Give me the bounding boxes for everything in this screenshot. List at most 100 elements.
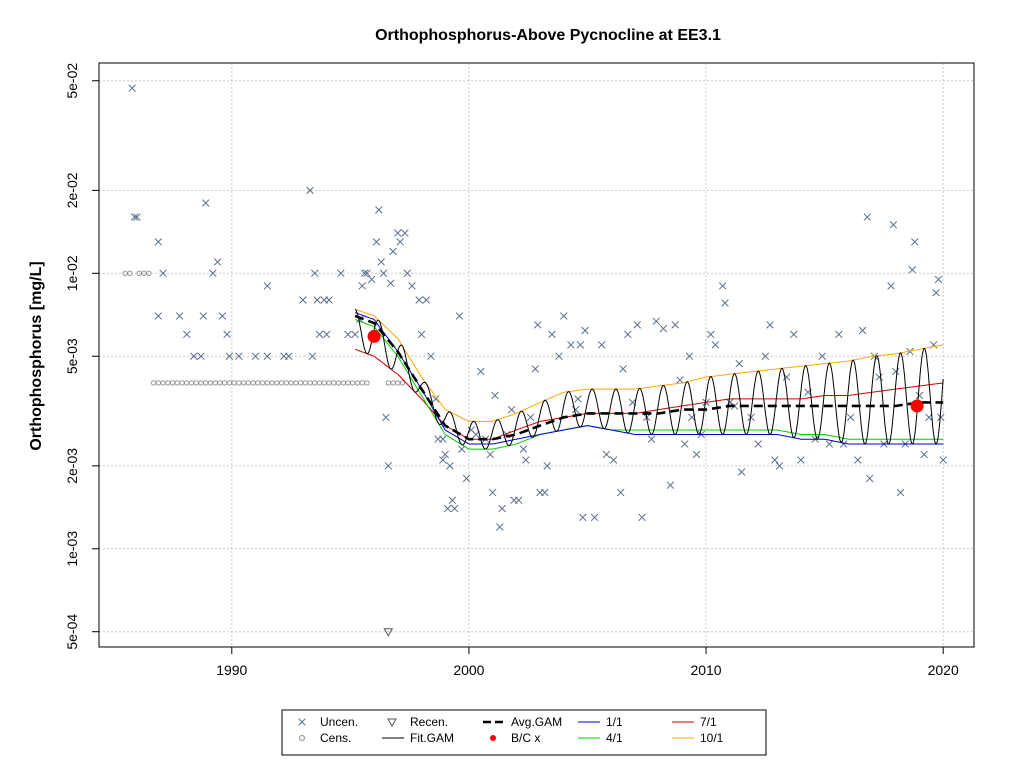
uncensored-point <box>531 365 540 373</box>
legend-item: Cens. <box>299 731 351 745</box>
uncensored-point <box>450 504 459 513</box>
uncensored-point <box>619 365 627 373</box>
uncensored-point <box>825 440 834 448</box>
uncensored-point <box>130 213 139 221</box>
x-axis: 1990 2000 2010 2020 <box>216 647 959 678</box>
uncensored-point <box>396 238 404 246</box>
uncensored-point <box>358 282 366 290</box>
legend-label: Uncen. <box>320 715 358 729</box>
uncensored-point <box>676 376 684 384</box>
uncensored-point <box>408 282 416 290</box>
uncensored-point <box>182 330 191 339</box>
uncensored-point <box>382 413 390 422</box>
uncensored-point <box>344 330 352 339</box>
uncensored-point <box>846 413 855 422</box>
uncensored-point <box>775 462 784 470</box>
uncensored-point <box>218 312 227 320</box>
bc-point <box>367 329 381 343</box>
uncensored-point <box>858 326 867 335</box>
uncensored-point <box>375 206 383 214</box>
uncensored-point <box>322 330 331 339</box>
chart-title: Orthophosphorus-Above Pycnocline at EE3.… <box>375 27 721 44</box>
uncensored-point <box>526 413 535 422</box>
uncensored-point <box>896 488 905 497</box>
uncensored-point <box>576 341 585 349</box>
uncensored-point <box>609 456 618 464</box>
y-tick-label: 1e-02 <box>64 255 80 291</box>
uncensored-point <box>415 296 423 304</box>
uncensored-point <box>875 373 883 381</box>
uncensored-point <box>308 352 317 360</box>
uncensored-point <box>711 341 720 349</box>
uncensored-point <box>422 296 430 304</box>
legend-label: 7/1 <box>700 715 717 729</box>
uncensored-point <box>491 391 499 400</box>
uncensored-point <box>666 481 675 490</box>
uncensored-point <box>555 352 563 360</box>
grid-lines <box>99 63 974 647</box>
uncensored-point <box>624 330 632 339</box>
uncensored-point <box>574 395 582 403</box>
uncensored-point <box>560 312 568 320</box>
uncensored-point <box>351 330 359 339</box>
censored-point <box>127 270 133 276</box>
uncensored-point <box>367 275 376 284</box>
uncensored-point <box>908 266 917 274</box>
uncensored-point <box>427 352 435 360</box>
legend-label: Recen. <box>410 715 448 729</box>
legend-label: 10/1 <box>700 731 724 745</box>
uncensored-point <box>263 282 272 290</box>
uncensored-point <box>671 321 679 329</box>
uncensored-point <box>835 330 843 339</box>
uncensored-point <box>154 312 163 320</box>
uncensored-point <box>865 474 874 483</box>
uncensored-point <box>443 504 452 513</box>
uncensored-point <box>915 391 924 400</box>
y-tick-label: 5e-04 <box>64 614 80 650</box>
y-tick-label: 2e-02 <box>64 172 80 208</box>
uncensored-point <box>455 312 464 320</box>
uncensored-point <box>299 296 307 304</box>
uncensored-point <box>384 462 393 470</box>
legend-box <box>281 709 767 756</box>
legend: Uncen. Cens. Recen. Fit.GAM Avg.GAM B/C x 1/1 4… <box>281 709 767 756</box>
uncensored-point <box>337 269 345 278</box>
uncensored-point <box>754 440 762 448</box>
y-axis-label: Orthophosphorus [mg/L] <box>28 261 45 450</box>
y-tick-label: 5e-03 <box>64 338 80 374</box>
uncensored-point <box>597 341 606 349</box>
uncensored-point <box>638 513 646 522</box>
uncensored-point <box>818 352 826 360</box>
uncensored-point <box>389 247 397 256</box>
uncensored-point <box>718 282 727 290</box>
uncensored-point <box>175 312 184 320</box>
uncensored-point <box>507 405 516 414</box>
uncensored-point <box>839 440 848 448</box>
uncensored-point <box>417 330 426 339</box>
legend-symbol-cens <box>299 735 305 741</box>
legend-item: 1/1 <box>578 715 623 729</box>
uncensored-point <box>225 352 234 360</box>
uncensored-point <box>379 269 388 278</box>
uncensored-point <box>372 238 381 246</box>
uncensored-point <box>652 317 661 325</box>
uncensored-point <box>439 456 447 464</box>
uncensored-point <box>581 326 589 335</box>
recensored-point <box>383 628 394 637</box>
uncensored-point <box>386 279 395 288</box>
uncensored-point <box>737 468 746 476</box>
uncensored-point <box>854 456 862 464</box>
legend-label: Fit.GAM <box>410 731 454 745</box>
uncensored-point <box>934 275 943 284</box>
uncensored-point <box>721 299 729 307</box>
uncensored-point <box>692 450 701 459</box>
uncensored-point <box>602 450 611 459</box>
bc-point <box>910 399 924 413</box>
uncensored-point <box>462 474 471 483</box>
uncensored-point <box>458 445 466 453</box>
uncensored-point <box>790 330 798 339</box>
uncensored-point <box>863 213 872 221</box>
y-tick-label: 2e-03 <box>64 448 80 484</box>
uncensored-point <box>394 229 402 237</box>
uncensored-point <box>197 352 205 360</box>
